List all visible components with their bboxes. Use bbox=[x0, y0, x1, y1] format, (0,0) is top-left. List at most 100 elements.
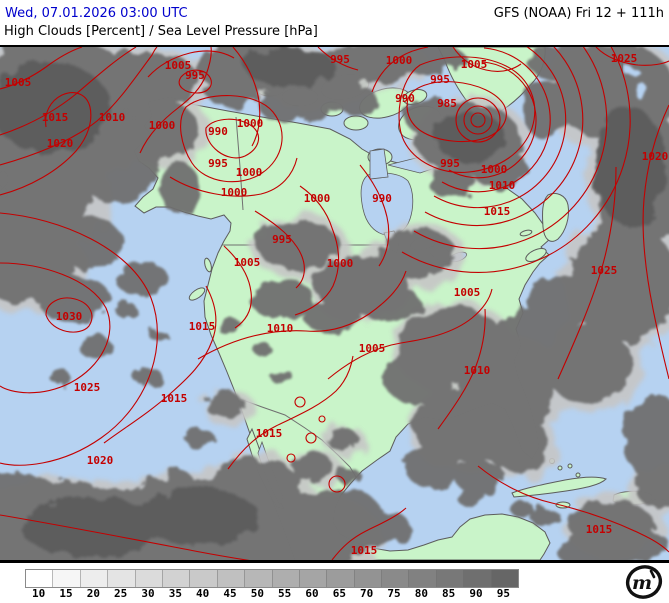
legend-box bbox=[161, 570, 190, 587]
isobar-label: 1005 bbox=[359, 342, 386, 355]
isobar-label: 995 bbox=[430, 73, 450, 86]
legend-label: 75 bbox=[387, 587, 401, 600]
legend-label: 50 bbox=[250, 587, 264, 600]
map-header: Wed, 07.01.2026 03:00 UTC GFS (NOAA) Fri… bbox=[0, 0, 669, 45]
arctic-island bbox=[343, 115, 369, 131]
legend-box bbox=[298, 570, 327, 587]
vancouver-island bbox=[188, 287, 206, 301]
isobar-label: 1010 bbox=[267, 322, 294, 335]
isobar-label: 1030 bbox=[56, 310, 83, 323]
isobar-labels: 1005 1015 1010 1020 1005 995 1000 990 1000 995 100… bbox=[5, 52, 669, 557]
isobar-label: 1015 bbox=[586, 523, 613, 536]
legend-box bbox=[107, 570, 135, 587]
bahamas-island bbox=[567, 463, 573, 469]
newfoundland bbox=[542, 192, 569, 242]
legend-label: 70 bbox=[360, 587, 374, 600]
isobar-label: 1025 bbox=[591, 264, 618, 277]
isobar-label: 990 bbox=[395, 92, 415, 105]
legend-label: 60 bbox=[305, 587, 319, 600]
legend-label: 15 bbox=[59, 587, 73, 600]
isobar-label: 1000 bbox=[327, 257, 354, 270]
valid-datetime: Wed, 07.01.2026 03:00 UTC bbox=[5, 6, 188, 21]
isobar-label: 1005 bbox=[234, 256, 261, 269]
isobar-label: 1005 bbox=[165, 59, 192, 72]
legend-label: 55 bbox=[278, 587, 292, 600]
legend-box bbox=[381, 570, 409, 587]
isobar-label: 1015 bbox=[161, 392, 188, 405]
legend-label: 25 bbox=[114, 587, 128, 600]
isobar-label: 995 bbox=[208, 157, 228, 170]
cloud-layer-dark bbox=[0, 47, 669, 560]
legend-box bbox=[189, 570, 217, 587]
isobar-label: 1010 bbox=[464, 364, 491, 377]
cloud-gaps bbox=[626, 68, 646, 100]
isobar-label: 995 bbox=[272, 233, 292, 246]
isobar-label: 1005 bbox=[454, 286, 481, 299]
isobar-label: 1015 bbox=[189, 320, 216, 333]
legend-label: 85 bbox=[442, 587, 456, 600]
weather-map: 1005 1015 1010 1020 1005 995 1000 990 1000 995 100… bbox=[0, 45, 669, 563]
legend-label: 40 bbox=[196, 587, 210, 600]
isobar-label: 1000 bbox=[221, 186, 248, 199]
legend: 10 15 20 25 30 35 40 45 50 55 60 65 70 75 80 85 90 95 m bbox=[0, 563, 669, 600]
isobar-label: 1000 bbox=[149, 119, 176, 132]
cuba bbox=[511, 476, 607, 498]
legend-box bbox=[26, 570, 53, 587]
isobar-label: 1010 bbox=[99, 111, 126, 124]
bahamas-island bbox=[557, 465, 563, 471]
legend-label: 30 bbox=[141, 587, 155, 600]
legend-box bbox=[271, 570, 299, 587]
isobar-label: 1000 bbox=[236, 166, 263, 179]
legend-label: 45 bbox=[223, 587, 237, 600]
isobar-label: 1010 bbox=[489, 179, 516, 192]
legend-box bbox=[216, 570, 245, 587]
legend-box bbox=[244, 570, 272, 587]
map-title: High Clouds [Percent] / Sea Level Pressu… bbox=[4, 24, 318, 39]
legend-box bbox=[134, 570, 162, 587]
isobar-label: 995 bbox=[330, 53, 350, 66]
isobar-label: 1020 bbox=[47, 137, 74, 150]
haida-gwaii bbox=[204, 257, 212, 273]
legend-label: 20 bbox=[86, 587, 100, 600]
logo-letter: m bbox=[632, 572, 652, 594]
anticosti-island bbox=[519, 229, 533, 237]
isobar-label: 985 bbox=[437, 97, 457, 110]
legend-box bbox=[435, 570, 464, 587]
isobar-label: 1025 bbox=[611, 52, 638, 65]
legend-label: 35 bbox=[168, 587, 182, 600]
isobar-label: 1015 bbox=[351, 544, 378, 557]
isobar-label: 1005 bbox=[461, 58, 488, 71]
isobar-label: 995 bbox=[440, 157, 460, 170]
isobar-label: 1015 bbox=[256, 427, 283, 440]
legend-label: 90 bbox=[469, 587, 483, 600]
isobar-label: 1020 bbox=[87, 454, 114, 467]
hudson-bay-channel bbox=[369, 148, 389, 180]
isobar-label: 1000 bbox=[481, 163, 508, 176]
bahamas-island bbox=[575, 472, 581, 478]
logo-apostrophe bbox=[649, 569, 656, 579]
isobar-label: 1015 bbox=[42, 111, 69, 124]
isobar-label: 1000 bbox=[304, 192, 331, 205]
isobar-label: 990 bbox=[208, 125, 228, 138]
legend-label: 65 bbox=[332, 587, 346, 600]
isobar-label: 1000 bbox=[237, 117, 264, 130]
cloud-cover-colorbar bbox=[25, 569, 519, 588]
legend-box bbox=[326, 570, 354, 587]
legend-label: 80 bbox=[414, 587, 428, 600]
legend-label: 95 bbox=[496, 587, 510, 600]
legend-box bbox=[463, 570, 491, 587]
isobar-label: 1015 bbox=[484, 205, 511, 218]
isobars bbox=[0, 47, 669, 560]
nova-scotia bbox=[525, 248, 547, 262]
isobar-label: 1000 bbox=[386, 54, 413, 67]
site-logo: m bbox=[625, 565, 663, 599]
model-run-info: GFS (NOAA) Fri 12 + 111h bbox=[493, 6, 664, 21]
isobar-label: 1020 bbox=[642, 150, 669, 163]
legend-box bbox=[52, 570, 80, 587]
legend-box bbox=[79, 570, 108, 587]
legend-label: 10 bbox=[32, 587, 46, 600]
legend-box bbox=[490, 570, 519, 587]
isobar-label: 1025 bbox=[74, 381, 101, 394]
legend-box bbox=[408, 570, 436, 587]
isobar-label: 990 bbox=[372, 192, 392, 205]
